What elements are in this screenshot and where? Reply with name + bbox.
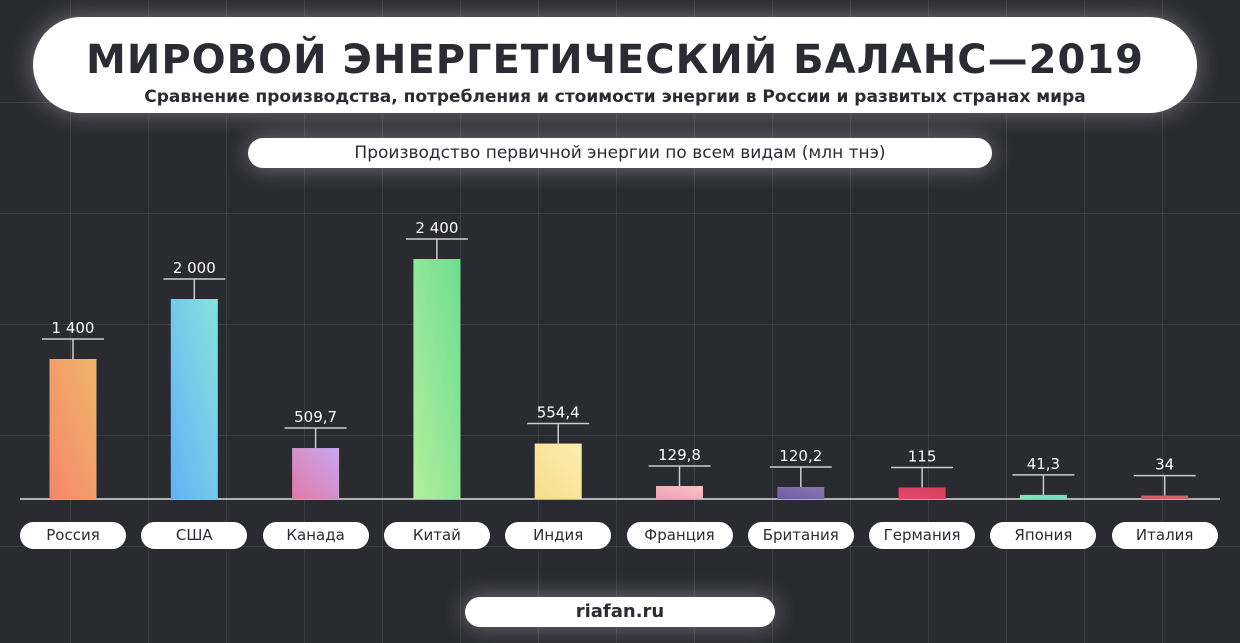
bar <box>413 259 461 499</box>
bar <box>1019 494 1067 499</box>
category-label: Канада <box>262 522 369 549</box>
category-label: Япония <box>990 522 1097 549</box>
bar <box>49 359 97 499</box>
category-label: Россия <box>20 522 126 549</box>
category-label: США <box>141 522 248 549</box>
category-label: Германия <box>869 522 976 549</box>
bar <box>170 299 218 499</box>
data-label: 41,3 <box>1027 455 1060 473</box>
page-subtitle: Сравнение производства, потребления и ст… <box>144 87 1086 107</box>
header-banner: МИРОВОЙ ЭНЕРГЕТИЧЕСКИЙ БАЛАНС—2019 Сравн… <box>33 17 1197 113</box>
data-label: 554,4 <box>537 404 580 422</box>
data-label: 34 <box>1155 456 1174 474</box>
data-label: 2 000 <box>173 259 216 277</box>
chart-title: Производство первичной энергии по всем в… <box>248 138 992 168</box>
bar <box>534 443 582 499</box>
category-label: Китай <box>383 522 490 549</box>
bar <box>777 486 825 499</box>
data-label: 509,7 <box>294 408 337 426</box>
category-label: Франция <box>626 522 733 549</box>
bar <box>1141 495 1189 499</box>
bar <box>656 486 703 499</box>
bar <box>292 448 340 499</box>
data-label: 1 400 <box>52 319 95 337</box>
bar <box>898 487 946 499</box>
category-label: Британия <box>747 522 854 549</box>
data-label: 2 400 <box>415 219 458 237</box>
data-label: 129,8 <box>658 446 701 464</box>
data-label: 120,2 <box>779 447 822 465</box>
category-label: Индия <box>505 522 612 549</box>
data-label: 115 <box>908 448 937 466</box>
category-label: Италия <box>1111 522 1218 549</box>
page-title: МИРОВОЙ ЭНЕРГЕТИЧЕСКИЙ БАЛАНС—2019 <box>86 37 1144 83</box>
source-label: riafan.ru <box>465 597 775 627</box>
